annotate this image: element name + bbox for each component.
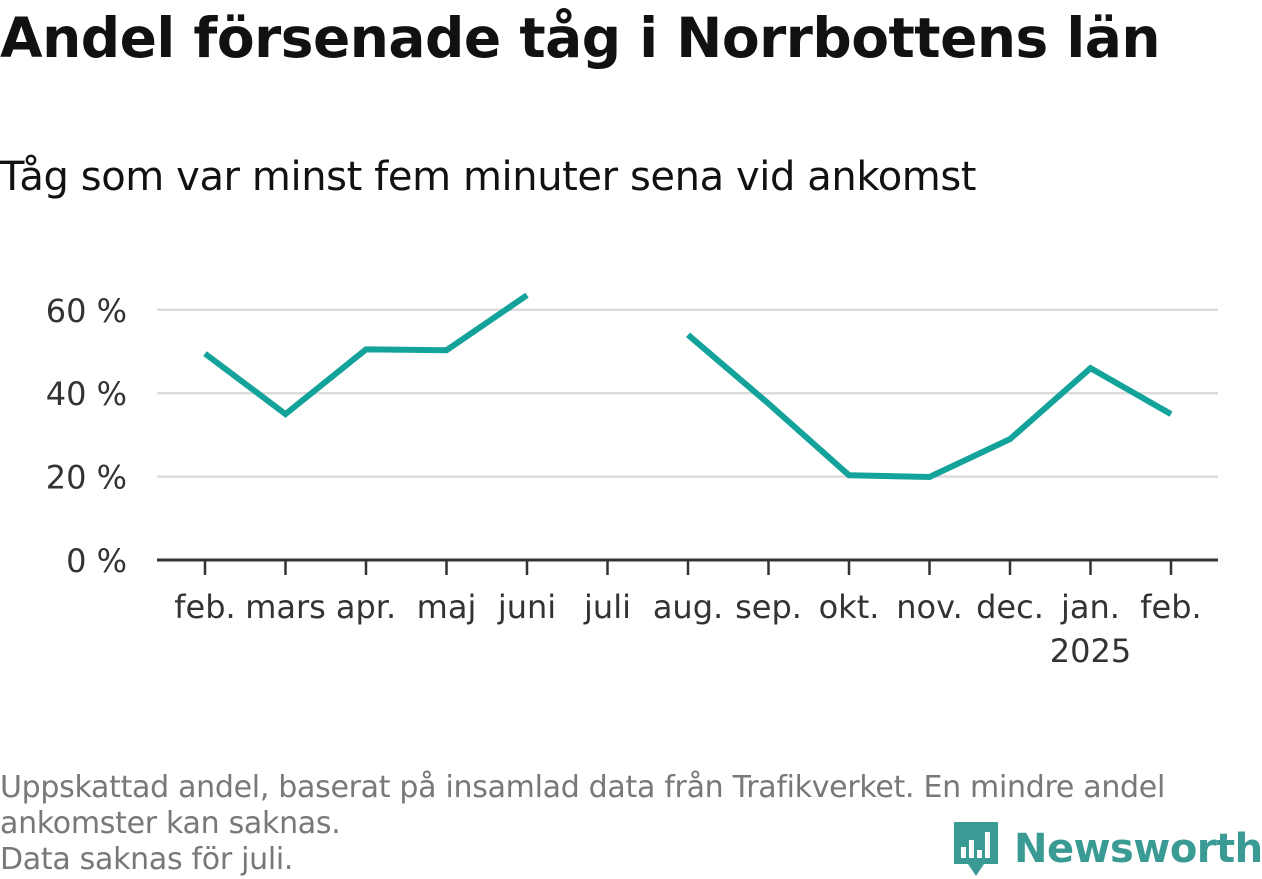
chart-title: Andel försenade tåg i Norrbottens län: [0, 6, 1161, 70]
y-tick-label: 60 %: [46, 292, 127, 330]
footer-note-line-2: ankomster kan saknas.: [0, 806, 341, 841]
x-tick-label: dec.: [976, 588, 1044, 626]
x-tick-label: juni: [497, 588, 556, 626]
newsworthy-logo: Newsworthy: [952, 820, 1262, 878]
y-tick-label: 40 %: [46, 375, 127, 413]
footer-note-line-3: Data saknas för juli.: [0, 842, 294, 877]
x-tick-label: maj: [417, 588, 477, 626]
y-tick-label: 0 %: [66, 542, 127, 580]
line-chart: 0 % 20 % 40 % 60 % feb. mars apr. maj juni juli au…: [46, 292, 1218, 670]
footer-note-line-1: Uppskattad andel, baserat på insamlad da…: [0, 770, 1165, 805]
x-tick-label: feb.: [174, 588, 235, 626]
chart-subtitle: Tåg som var minst fem minuter sena vid a…: [0, 154, 977, 200]
series-line: [203, 292, 529, 418]
x-tick-label: okt.: [819, 588, 880, 626]
x-tick-label: jan.: [1060, 588, 1120, 626]
y-tick-label: 20 %: [46, 459, 127, 497]
x-tick-label: apr.: [336, 588, 396, 626]
x-tick-label: juli: [583, 588, 631, 626]
x-tick-sublabel: 2025: [1050, 632, 1131, 670]
series-line: [686, 332, 1173, 481]
x-tick-label: nov.: [896, 588, 962, 626]
x-tick-label: mars: [245, 588, 326, 626]
bar-chart-bubble-icon: [954, 822, 998, 876]
x-tick-label: feb.: [1140, 588, 1201, 626]
x-tick-label: sep.: [735, 588, 802, 626]
logo-text: Newsworthy: [1014, 826, 1262, 872]
footer-note: Uppskattad andel, baserat på insamlad da…: [0, 770, 1245, 878]
x-tick-label: aug.: [653, 588, 723, 626]
